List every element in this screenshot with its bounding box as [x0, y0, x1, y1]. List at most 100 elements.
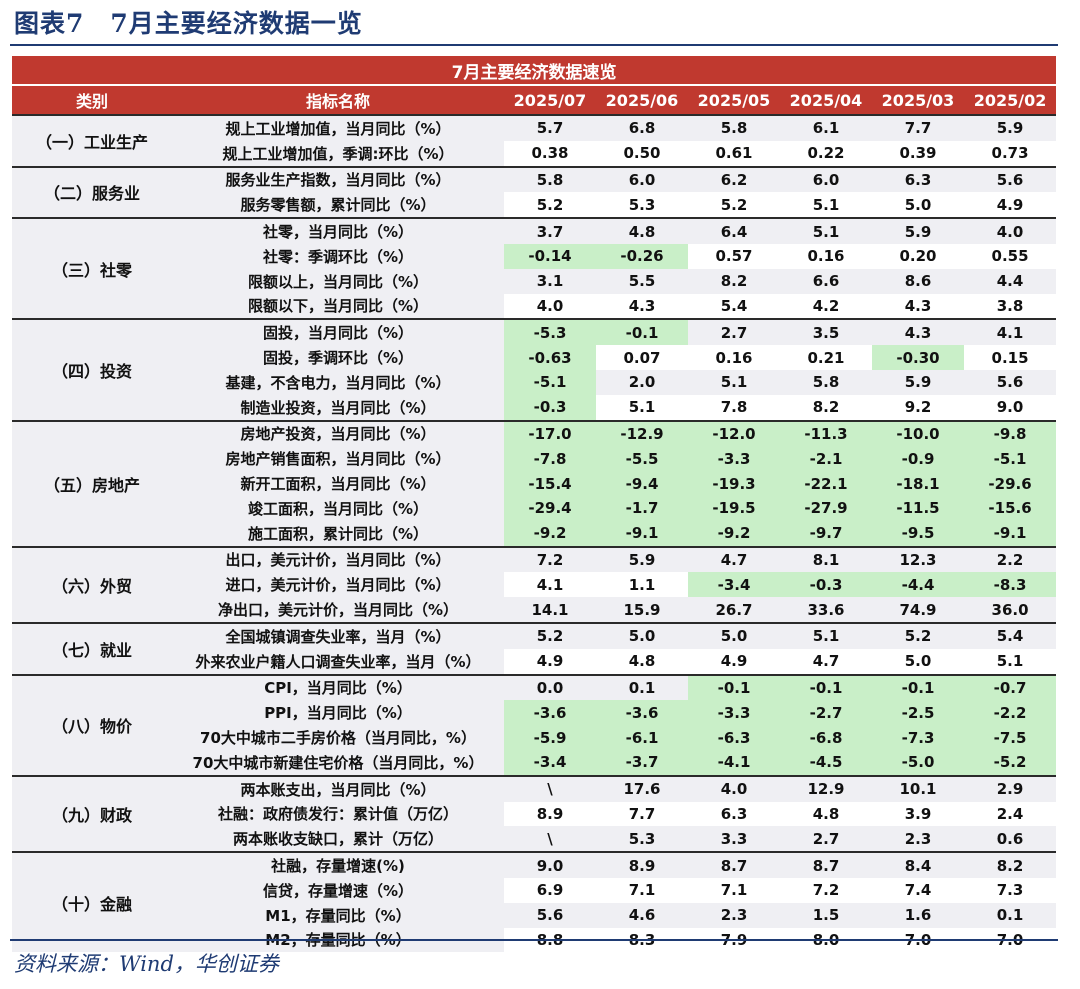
- table-row: 外来农业户籍人口调查失业率，当月（%） 4.9 4.8 4.9 4.7 5.0 5.1: [12, 648, 1056, 675]
- value-cell: -9.1: [596, 520, 688, 547]
- value-cell: 4.1: [964, 318, 1057, 346]
- value-cell: -0.7: [964, 673, 1057, 701]
- value-cell: -9.7: [780, 520, 872, 547]
- table-row: 限额以下，当月同比（%） 4.0 4.3 5.4 4.2 4.3 3.8: [12, 293, 1056, 320]
- footer-rule: [10, 939, 1058, 941]
- value-cell: 15.9: [596, 597, 688, 623]
- indicator-cell: 净出口，美元计价，当月同比（%）: [172, 597, 504, 623]
- title-rule: [10, 44, 1058, 46]
- value-cell: 0.55: [991, 247, 1029, 266]
- header-indicator: 指标名称: [172, 84, 504, 115]
- indicator-cell: 服务业生产指数，当月同比（%）: [172, 165, 504, 193]
- indicator-cell: 70大中城市二手房价格（当月同比，%）: [172, 725, 504, 750]
- indicator-cell: 新开工面积，当月同比（%）: [172, 471, 504, 496]
- value-cell: 2.7: [780, 826, 872, 853]
- value-cell: -29.6: [964, 471, 1057, 496]
- value-cell: 74.9: [872, 597, 964, 623]
- value-cell: 2.2: [964, 545, 1057, 573]
- value-cell: 1.6: [872, 902, 964, 928]
- table-row: （六）外贸 出口，美元计价，当月同比（%） 7.2 5.9 4.7 8.1 12.3 2.2: [12, 545, 1057, 623]
- indicator-cell: 房地产投资，当月同比（%）: [172, 419, 504, 447]
- header-period: 2025/06: [596, 84, 688, 115]
- value-cell: -3.6: [504, 700, 596, 726]
- table-row: 70大中城市二手房价格（当月同比，%） -5.9 -6.1 -6.3 -6.8 -7.3-…: [12, 725, 1057, 750]
- table-row: 净出口，美元计价，当月同比（%） 14.1 15.9 26.7 33.6 74.9 36.0: [12, 597, 1057, 623]
- value-cell: 0.39: [899, 144, 937, 163]
- value-cell: 5.2: [872, 621, 964, 649]
- value-cell: -9.1: [964, 520, 1057, 547]
- value-cell: 7.4: [904, 881, 932, 900]
- table-row: 社零：季调环比（%） -0.14 -0.26 0.57 0.16 0.20 0.55: [12, 243, 1056, 269]
- table-title: 7月主要经济数据速览: [12, 56, 1057, 85]
- table-row: 固投，季调环比（%） -0.63 0.07 0.16 0.21 -0.30 0.15: [12, 345, 1056, 370]
- value-cell: -0.26: [596, 243, 688, 269]
- value-cell: 3.9: [904, 804, 932, 823]
- value-cell: -1.7: [596, 495, 688, 521]
- value-cell: -18.1: [872, 471, 964, 496]
- value-cell: 0.15: [991, 348, 1029, 367]
- value-cell: -0.14: [504, 243, 596, 269]
- value-cell: 0.0: [504, 673, 596, 701]
- indicator-cell: 两本账支出，当月同比（%）: [172, 774, 504, 802]
- table-row: 基建，不含电力，当月同比（%） -5.1 2.0 5.1 5.8 5.9 5.6: [12, 369, 1057, 395]
- value-cell: 8.2: [964, 851, 1057, 878]
- value-cell: -5.1: [504, 369, 596, 395]
- value-cell: 4.9: [536, 652, 564, 671]
- value-cell: 12.3: [872, 545, 964, 573]
- value-cell: -2.1: [780, 446, 872, 472]
- value-cell: -0.3: [504, 394, 596, 421]
- value-cell: 6.1: [780, 114, 872, 141]
- value-cell: 5.1: [628, 398, 656, 417]
- indicator-cell: 规上工业增加值，季调:环比（%）: [172, 140, 504, 167]
- value-cell: 5.2: [536, 195, 564, 214]
- value-cell: 3.7: [504, 217, 596, 244]
- value-cell: 17.6: [596, 774, 688, 802]
- value-cell: -0.9: [872, 446, 964, 472]
- value-cell: 0.16: [807, 247, 845, 266]
- value-cell: 2.3: [688, 902, 780, 928]
- value-cell: 4.0: [964, 217, 1057, 244]
- value-cell: 7.1: [720, 881, 748, 900]
- indicator-cell: PPI，当月同比（%）: [172, 700, 504, 726]
- value-cell: 2.9: [964, 774, 1057, 802]
- value-cell: -15.4: [504, 471, 596, 496]
- value-cell: 5.5: [596, 268, 688, 294]
- value-cell: 8.1: [780, 545, 872, 573]
- value-cell: 5.9: [596, 545, 688, 573]
- category-cell: （四）投资: [12, 318, 172, 421]
- value-cell: -6.3: [688, 725, 780, 750]
- header-period: 2025/07: [504, 84, 596, 115]
- header-period: 2025/05: [688, 84, 780, 115]
- value-cell: -27.9: [780, 495, 872, 521]
- value-cell: 4.2: [812, 296, 840, 315]
- value-cell: 4.0: [536, 296, 564, 315]
- value-cell: 5.2: [720, 195, 748, 214]
- table-row: 信贷，存量增速（%） 6.9 7.1 7.1 7.2 7.4 7.3: [12, 877, 1056, 903]
- value-cell: -10.0: [872, 419, 964, 447]
- table-row: 房地产销售面积，当月同比（%） -7.8 -5.5 -3.3 -2.1 -0.9 -5.1: [12, 446, 1057, 472]
- value-cell: -9.8: [964, 419, 1057, 447]
- value-cell: -5.3: [504, 318, 596, 346]
- table-row: （三）社零 社零，当月同比（%） 3.7 4.8 6.4 5.1 5.9 4.0: [12, 217, 1057, 320]
- value-cell: 6.4: [688, 217, 780, 244]
- value-cell: -19.3: [688, 471, 780, 496]
- value-cell: 2.0: [596, 369, 688, 395]
- indicator-cell: 施工面积，累计同比（%）: [172, 520, 504, 547]
- value-cell: -4.5: [780, 749, 872, 776]
- category-cell: （十）金融: [12, 851, 172, 953]
- value-cell: -3.3: [688, 446, 780, 472]
- table-row: 两本账收支缺口，累计（万亿） \ 5.3 3.3 2.7 2.3 0.6: [12, 826, 1057, 853]
- indicator-cell: 全国城镇调查失业率，当月（%）: [172, 621, 504, 649]
- value-cell: 8.7: [780, 851, 872, 878]
- indicator-cell: 社零：季调环比（%）: [172, 243, 504, 269]
- value-cell: -12.0: [688, 419, 780, 447]
- value-cell: -0.1: [780, 673, 872, 701]
- value-cell: 8.9: [536, 804, 564, 823]
- value-cell: -0.1: [688, 673, 780, 701]
- indicator-cell: 限额以上，当月同比（%）: [172, 268, 504, 294]
- value-cell: 6.2: [688, 165, 780, 193]
- value-cell: 0.1: [964, 902, 1057, 928]
- value-cell: 8.9: [596, 851, 688, 878]
- value-cell: -9.2: [504, 520, 596, 547]
- indicator-cell: 竣工面积，当月同比（%）: [172, 495, 504, 521]
